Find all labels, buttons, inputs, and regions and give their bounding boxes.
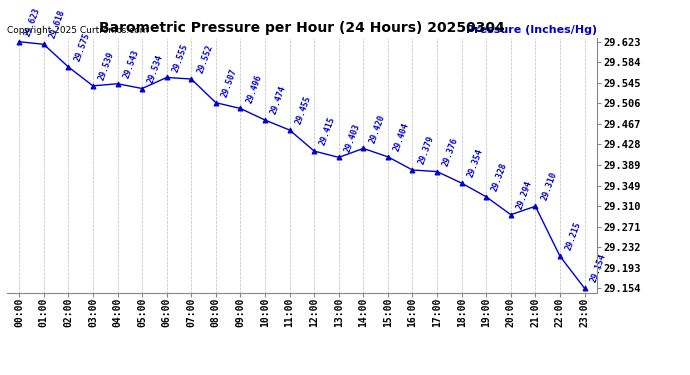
Text: 29.543: 29.543 [121, 48, 140, 80]
Text: 29.328: 29.328 [491, 161, 509, 193]
Text: 29.404: 29.404 [392, 122, 411, 153]
Text: 29.215: 29.215 [564, 221, 583, 252]
Text: 29.354: 29.354 [466, 148, 484, 179]
Text: 29.420: 29.420 [368, 113, 386, 144]
Text: 29.552: 29.552 [195, 44, 214, 75]
Text: 29.403: 29.403 [343, 122, 362, 153]
Text: 29.555: 29.555 [171, 42, 190, 73]
Text: Copyright 2025 Curtronics.com: Copyright 2025 Curtronics.com [7, 26, 148, 35]
Text: 29.507: 29.507 [220, 67, 239, 99]
Text: 29.496: 29.496 [244, 73, 264, 104]
Text: 29.455: 29.455 [294, 94, 313, 126]
Text: 29.154: 29.154 [589, 253, 607, 284]
Text: Pressure (Inches/Hg): Pressure (Inches/Hg) [466, 25, 597, 35]
Text: 29.474: 29.474 [269, 85, 288, 116]
Text: 29.618: 29.618 [48, 9, 67, 40]
Text: 29.294: 29.294 [515, 179, 533, 210]
Text: 29.575: 29.575 [72, 32, 91, 63]
Title: Barometric Pressure per Hour (24 Hours) 20250304: Barometric Pressure per Hour (24 Hours) … [99, 21, 505, 35]
Text: 29.310: 29.310 [540, 171, 558, 202]
Text: 29.534: 29.534 [146, 53, 165, 84]
Text: 29.623: 29.623 [23, 6, 42, 38]
Text: 29.379: 29.379 [417, 135, 435, 166]
Text: 29.376: 29.376 [441, 136, 460, 167]
Text: 29.539: 29.539 [97, 50, 116, 82]
Text: 29.415: 29.415 [318, 116, 337, 147]
